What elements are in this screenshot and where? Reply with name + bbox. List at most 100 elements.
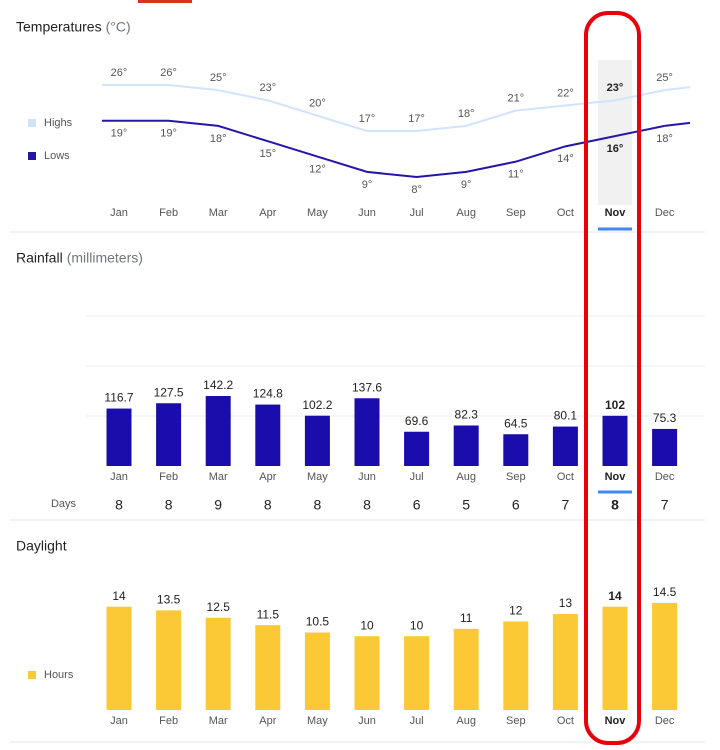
x-tick-label: Apr [259,715,276,727]
x-tick-label: Jul [410,207,424,219]
days-value: 7 [661,497,669,513]
days-value: 8 [115,497,123,513]
data-label: 11° [508,169,524,181]
data-label: 21° [507,92,524,104]
bar [106,408,132,466]
data-label: 137.6 [352,380,382,394]
days-value: 5 [462,497,470,513]
legend-swatch [28,152,36,160]
x-tick-label: Sep [506,471,526,483]
x-tick-label: May [307,471,328,483]
data-label: 25° [210,72,227,84]
data-label: 15° [259,148,276,160]
legend-swatch [28,119,36,127]
data-label: 25° [656,72,673,84]
data-label: 20° [309,98,326,110]
x-tick-label: Jul [410,715,424,727]
data-label: 9° [362,179,373,191]
bar [503,621,529,710]
bar [354,636,380,710]
x-tick-label: Dec [655,471,675,483]
line-extension [664,86,691,92]
data-label: 75.3 [653,411,677,425]
x-tick-label: Jun [358,471,376,483]
bar [453,628,479,710]
data-label: 14 [112,589,126,603]
bar [255,625,281,710]
bar [156,403,182,466]
data-label: 82.3 [455,408,479,422]
bar [552,426,578,466]
data-label: 10 [360,618,374,632]
selected-underline [598,490,632,494]
data-label: 13.5 [157,593,181,607]
x-tick-label: Jul [410,471,424,483]
data-label: 64.5 [504,416,528,430]
bar [404,636,430,710]
data-label: 8° [411,184,422,196]
bar [453,425,479,466]
legend-label: Hours [44,669,74,681]
data-label: 14° [557,153,574,165]
bar [652,603,678,710]
days-value: 8 [611,497,619,513]
data-label: 16° [607,143,624,155]
data-label: 102 [605,398,625,412]
bar [602,415,628,466]
data-label: 9° [461,179,472,191]
days-value: 6 [413,497,421,513]
x-tick-label: May [307,715,328,727]
data-label: 10 [410,618,424,632]
x-tick-label: Nov [605,207,627,219]
days-value: 6 [512,497,520,513]
data-label: 12° [309,163,326,175]
x-tick-label: Sep [506,715,526,727]
data-label: 10.5 [306,615,330,629]
data-label: 12 [509,604,523,618]
x-tick-label: Dec [655,207,675,219]
bar [602,606,628,710]
x-tick-label: Oct [557,715,574,727]
x-tick-label: Nov [605,715,627,727]
x-tick-label: Jun [358,715,376,727]
bar [354,398,380,466]
bar [205,617,231,710]
data-label: 22° [557,87,574,99]
data-label: 17° [408,113,425,125]
x-tick-label: Jan [110,207,128,219]
data-label: 142.2 [203,378,233,392]
x-tick-label: Apr [259,207,276,219]
highlight-band [598,60,632,205]
bar [503,434,529,466]
x-tick-label: Aug [456,715,476,727]
x-tick-label: Apr [259,471,276,483]
series-line [119,119,665,179]
data-label: 23° [259,82,276,94]
tab-indicator [138,0,192,3]
chart-title: Temperatures [16,19,102,35]
data-label: 19° [111,128,128,140]
legend-swatch [28,671,36,679]
x-tick-label: Jan [110,471,128,483]
data-label: 23° [607,82,624,94]
bar [552,614,578,710]
data-label: 102.2 [302,398,332,412]
x-tick-label: Sep [506,207,526,219]
data-label: 13 [559,596,573,610]
bar [304,415,330,466]
x-tick-label: Oct [557,471,574,483]
bar [205,396,231,466]
data-label: 69.6 [405,414,429,428]
days-value: 7 [562,497,570,513]
days-value: 8 [165,497,173,513]
legend-label: Highs [44,117,73,129]
chart-unit: (millimeters) [67,250,143,266]
data-label: 12.5 [207,600,231,614]
line-extension [664,121,691,127]
x-tick-label: Aug [456,471,476,483]
x-tick-label: Feb [159,471,178,483]
x-tick-label: Mar [209,715,228,727]
days-value: 8 [264,497,272,513]
data-label: 11.5 [257,607,280,621]
